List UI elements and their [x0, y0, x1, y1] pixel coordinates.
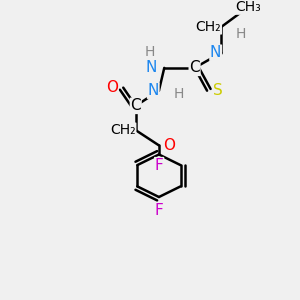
Text: F: F: [154, 203, 163, 218]
Text: S: S: [213, 83, 223, 98]
Text: C: C: [189, 60, 200, 75]
Text: N: N: [148, 83, 159, 98]
Text: F: F: [155, 158, 164, 172]
Text: CH₃: CH₃: [235, 0, 261, 14]
Text: H: H: [145, 45, 155, 59]
Text: C: C: [130, 98, 141, 113]
Text: N: N: [146, 60, 157, 75]
Text: N: N: [210, 45, 221, 60]
Text: H: H: [173, 87, 184, 101]
Text: CH₂: CH₂: [110, 123, 136, 137]
Text: O: O: [164, 138, 175, 153]
Text: O: O: [106, 80, 118, 95]
Text: H: H: [236, 27, 246, 40]
Text: CH₂: CH₂: [196, 20, 221, 34]
